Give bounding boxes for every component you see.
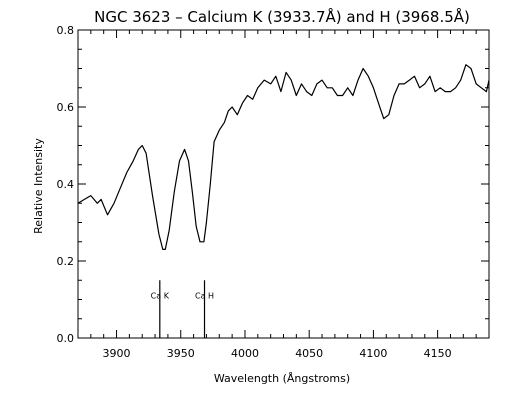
spectrum-line [77,64,490,250]
y-tick-label-2: 0.4 [57,178,75,191]
plot-frame [77,29,490,339]
y-tick-label-3: 0.6 [57,101,75,114]
marker-label-ca-h: Ca H [195,291,214,300]
y-tick-label-4: 0.8 [57,24,75,37]
x-tick-label-4150: 4150 [424,347,452,360]
x-tick-label-4000: 4000 [231,347,259,360]
x-axis-label: Wavelength (Ångstroms) [214,372,350,385]
y-tick-label-1: 0.2 [57,255,75,268]
marker-label-ca-k: Ca K [151,291,170,300]
x-tick-label-4050: 4050 [295,347,323,360]
chart-title: NGC 3623 – Calcium K (3933.7Å) and H (39… [94,7,470,26]
x-tick-label-3900: 3900 [103,347,131,360]
x-tick-label-4100: 4100 [359,347,387,360]
y-tick-label-0: 0.0 [57,332,75,345]
y-axis-label: Relative Intensity [32,138,45,234]
plot-area: 3900 3950 4000 4050 4100 4150 0.0 0.2 0.4 0.6 0.8 C… [57,24,490,360]
x-tick-label-3950: 3950 [167,347,195,360]
